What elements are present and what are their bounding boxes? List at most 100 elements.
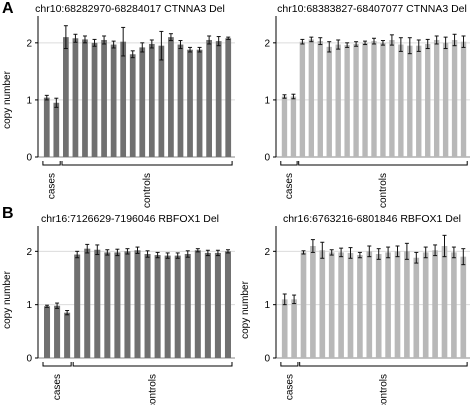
cases-bracket (280, 362, 299, 367)
bar (310, 246, 316, 358)
bar (398, 44, 404, 157)
bar (335, 44, 341, 157)
bar (114, 252, 121, 358)
bar (299, 41, 306, 157)
bar (196, 49, 203, 157)
controls-label: controls (378, 374, 389, 405)
bar (451, 39, 458, 157)
bar (433, 39, 440, 157)
cases-bracket (42, 362, 72, 367)
bar (422, 252, 429, 358)
bar (460, 256, 467, 358)
bar (187, 49, 193, 157)
cases-label: cases (284, 173, 295, 199)
bar (154, 255, 161, 358)
bar (144, 254, 151, 358)
bar (366, 251, 373, 358)
controls-label: controls (148, 374, 159, 405)
bar (94, 249, 101, 358)
y-tick-label: 2 (26, 38, 32, 49)
bar (53, 102, 60, 157)
bar (326, 46, 332, 158)
controls-label: controls (378, 173, 389, 208)
y-tick-label: 2 (26, 247, 32, 258)
bar (164, 255, 171, 358)
bar (101, 39, 107, 157)
bar (91, 42, 98, 158)
bar (215, 41, 222, 157)
y-tick-label: 0 (264, 354, 270, 365)
chart-title: chr16:7126629-7196046 RBFOX1 Del (41, 213, 219, 225)
cases-bracket (42, 161, 61, 166)
bar (204, 252, 211, 358)
bar (425, 43, 431, 157)
bar (385, 252, 391, 358)
chart-title: chr10:68383827-68407077 CTNNA3 Del (277, 3, 467, 15)
bar (413, 257, 420, 358)
y-axis-label: copy number (240, 280, 251, 338)
y-tick-label: 0 (26, 354, 32, 365)
bar (442, 42, 449, 158)
controls-bracket (61, 161, 233, 166)
bar (291, 299, 297, 358)
y-axis-label: copy number (2, 270, 13, 328)
bar (82, 39, 88, 157)
bar (44, 306, 51, 358)
controls-bracket (298, 161, 468, 166)
bar (300, 252, 307, 358)
bar (362, 42, 368, 158)
bar (357, 255, 363, 358)
bar (281, 96, 288, 157)
bar (148, 43, 155, 157)
bar (371, 41, 377, 157)
y-tick-label: 1 (264, 300, 270, 311)
y-axis-label: copy number (2, 70, 13, 128)
bar (451, 252, 457, 358)
bar (158, 45, 165, 157)
y-tick-label: 1 (26, 95, 32, 106)
bar (404, 251, 410, 358)
bar (64, 312, 71, 358)
bar (380, 42, 386, 158)
chart-title: chr10:68282970-68284017 CTNNA3 Del (35, 3, 225, 15)
y-tick-label: 0 (264, 153, 270, 164)
bar (225, 38, 232, 158)
cases-label: cases (47, 173, 58, 199)
bar (290, 96, 297, 157)
bar (110, 44, 117, 157)
bar (168, 37, 174, 157)
bar (460, 41, 467, 157)
cases-label: cases (284, 374, 295, 400)
y-tick-label: 0 (26, 153, 32, 164)
bar (134, 250, 141, 358)
bar (347, 252, 354, 358)
bar (139, 47, 146, 157)
bar (184, 254, 191, 358)
y-tick-label: 2 (264, 38, 270, 49)
cases-label: cases (52, 374, 63, 400)
bar (214, 252, 221, 358)
y-tick-label: 1 (26, 300, 32, 311)
bar (224, 251, 231, 358)
bar (43, 97, 50, 157)
bar (84, 248, 91, 358)
bar (441, 246, 448, 358)
bar (338, 252, 344, 358)
bar (63, 37, 69, 157)
bar (319, 250, 326, 358)
bar (104, 252, 111, 358)
controls-bracket (299, 362, 468, 367)
chart-title: chr16:6763216-6801846 RBFOX1 Del (283, 213, 461, 225)
bar (416, 45, 422, 157)
bar (129, 54, 136, 157)
panel-a-letter: A (2, 0, 14, 17)
bar (206, 39, 212, 157)
bar (317, 41, 323, 157)
panel-b-letter: B (2, 205, 14, 222)
bar (344, 45, 350, 157)
controls-label: controls (142, 173, 153, 208)
controls-bracket (72, 362, 233, 367)
bar (281, 299, 288, 358)
bar (389, 39, 395, 157)
